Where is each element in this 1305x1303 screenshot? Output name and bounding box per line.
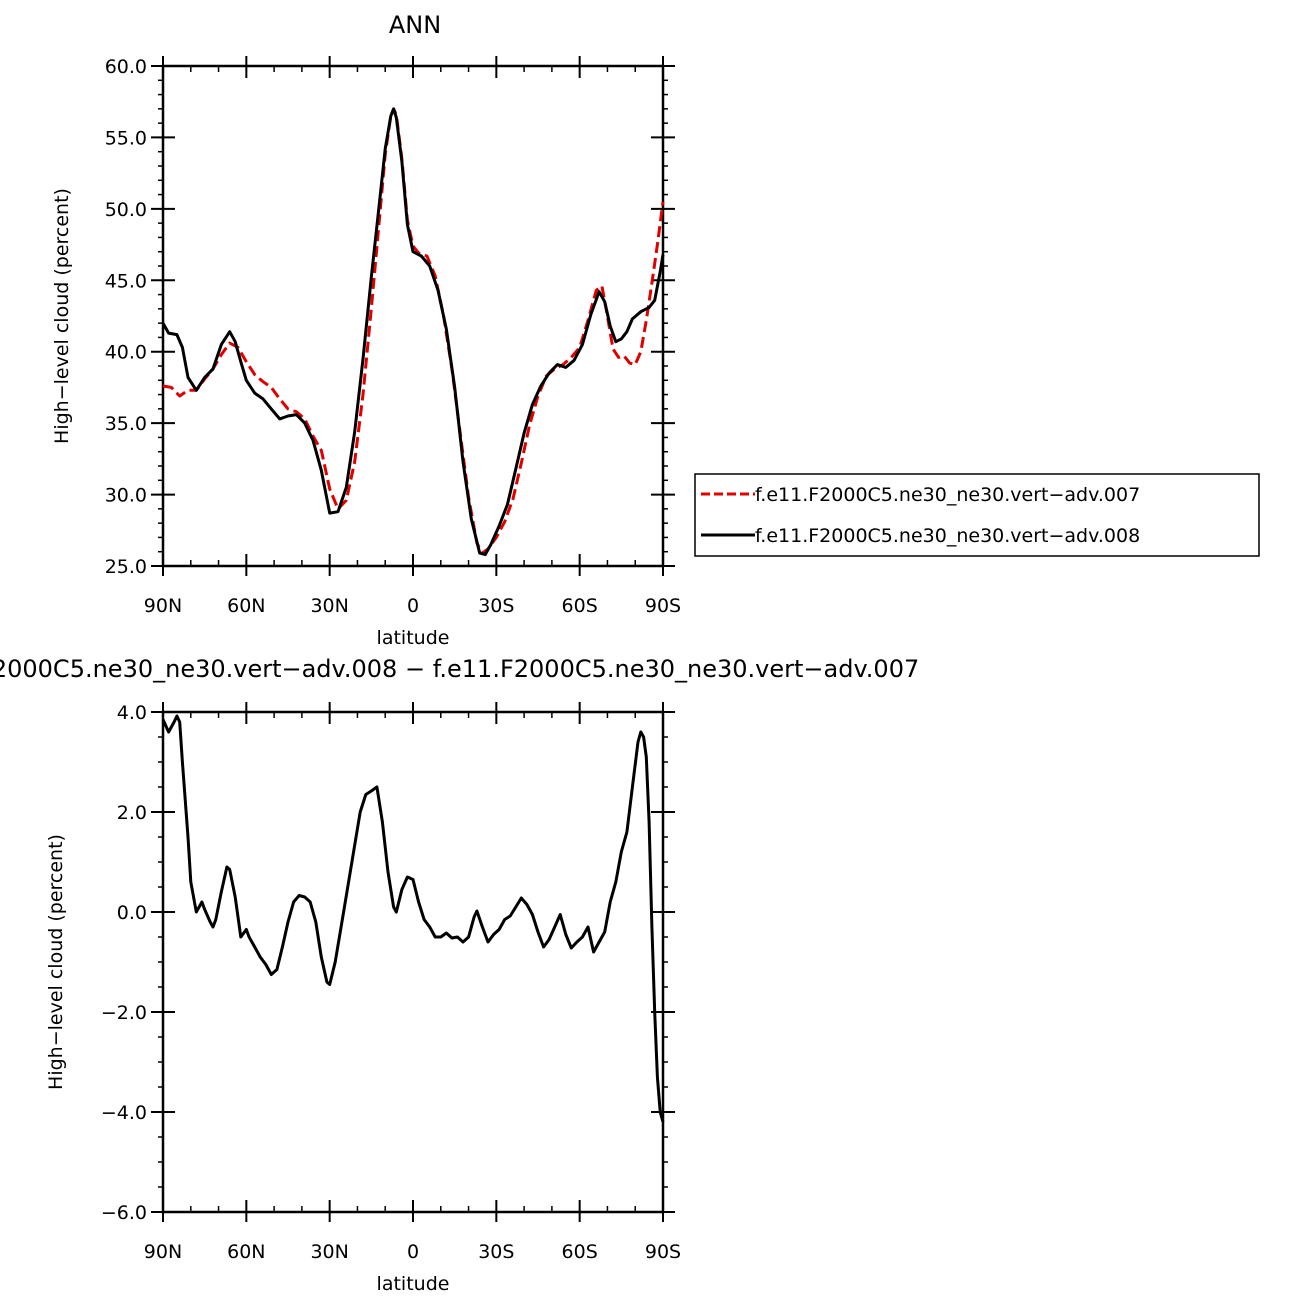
y-tick-label: 55.0: [105, 127, 147, 149]
y-tick-label: 0.0: [117, 902, 147, 924]
x-tick-label: 90N: [144, 1241, 182, 1263]
legend-label-2: f.e11.F2000C5.ne30_ne30.vert−adv.008: [755, 525, 1140, 547]
x-axis-label: latitude: [377, 1273, 450, 1295]
legend-box: [694, 473, 1260, 557]
x-tick-label: 0: [407, 595, 419, 617]
plot-title: ANN: [389, 11, 441, 39]
y-tick-label: −2.0: [101, 1002, 147, 1024]
y-axis-label: High−level cloud (percent): [45, 834, 67, 1090]
y-axis-label: High−level cloud (percent): [51, 188, 73, 444]
x-tick-label: 30N: [310, 595, 348, 617]
y-tick-label: 25.0: [105, 556, 147, 578]
x-tick-label: 60N: [227, 595, 265, 617]
bottom-panel: 90N 60N 30N 0 30S 60S 90S −6.0 −4.0 −2.0 0.0 2.0 4.0…: [0, 655, 919, 1295]
x-tick-label: 60S: [562, 595, 598, 617]
y-tick-label: −6.0: [101, 1202, 147, 1224]
x-tick-label: 90N: [144, 595, 182, 617]
x-tick-label: 30S: [478, 1241, 514, 1263]
x-tick-label: 0: [407, 1241, 419, 1263]
legend-label-1: f.e11.F2000C5.ne30_ne30.vert−adv.007: [755, 484, 1140, 506]
y-tick-label: 35.0: [105, 413, 147, 435]
series-line-1: [161, 714, 665, 1123]
y-tick-label: 2.0: [117, 802, 147, 824]
y-tick-label: 45.0: [105, 270, 147, 292]
x-tick-label: 60S: [562, 1241, 598, 1263]
x-tick-label: 30N: [310, 1241, 348, 1263]
y-tick-label: 50.0: [105, 199, 147, 221]
y-tick-label: 30.0: [105, 485, 147, 507]
y-tick-label: 40.0: [105, 342, 147, 364]
x-tick-label: 60N: [227, 1241, 265, 1263]
x-tick-label: 30S: [478, 595, 514, 617]
series-line-2: [161, 107, 665, 557]
x-tick-label: 90S: [645, 1241, 681, 1263]
x-axis-label: latitude: [377, 627, 450, 649]
plot-title: f.e11.F2000C5.ne30_ne30.vert−adv.008 − f…: [0, 655, 919, 683]
y-tick-label: 4.0: [117, 702, 147, 724]
x-tick-label: 90S: [645, 595, 681, 617]
top-panel: 90N 60N 30N 0 30S 60S 90S 25.0 30.0 35.0 40.0 45.0 5…: [51, 11, 1260, 649]
y-tick-label: −4.0: [101, 1102, 147, 1124]
y-tick-label: 60.0: [105, 56, 147, 78]
